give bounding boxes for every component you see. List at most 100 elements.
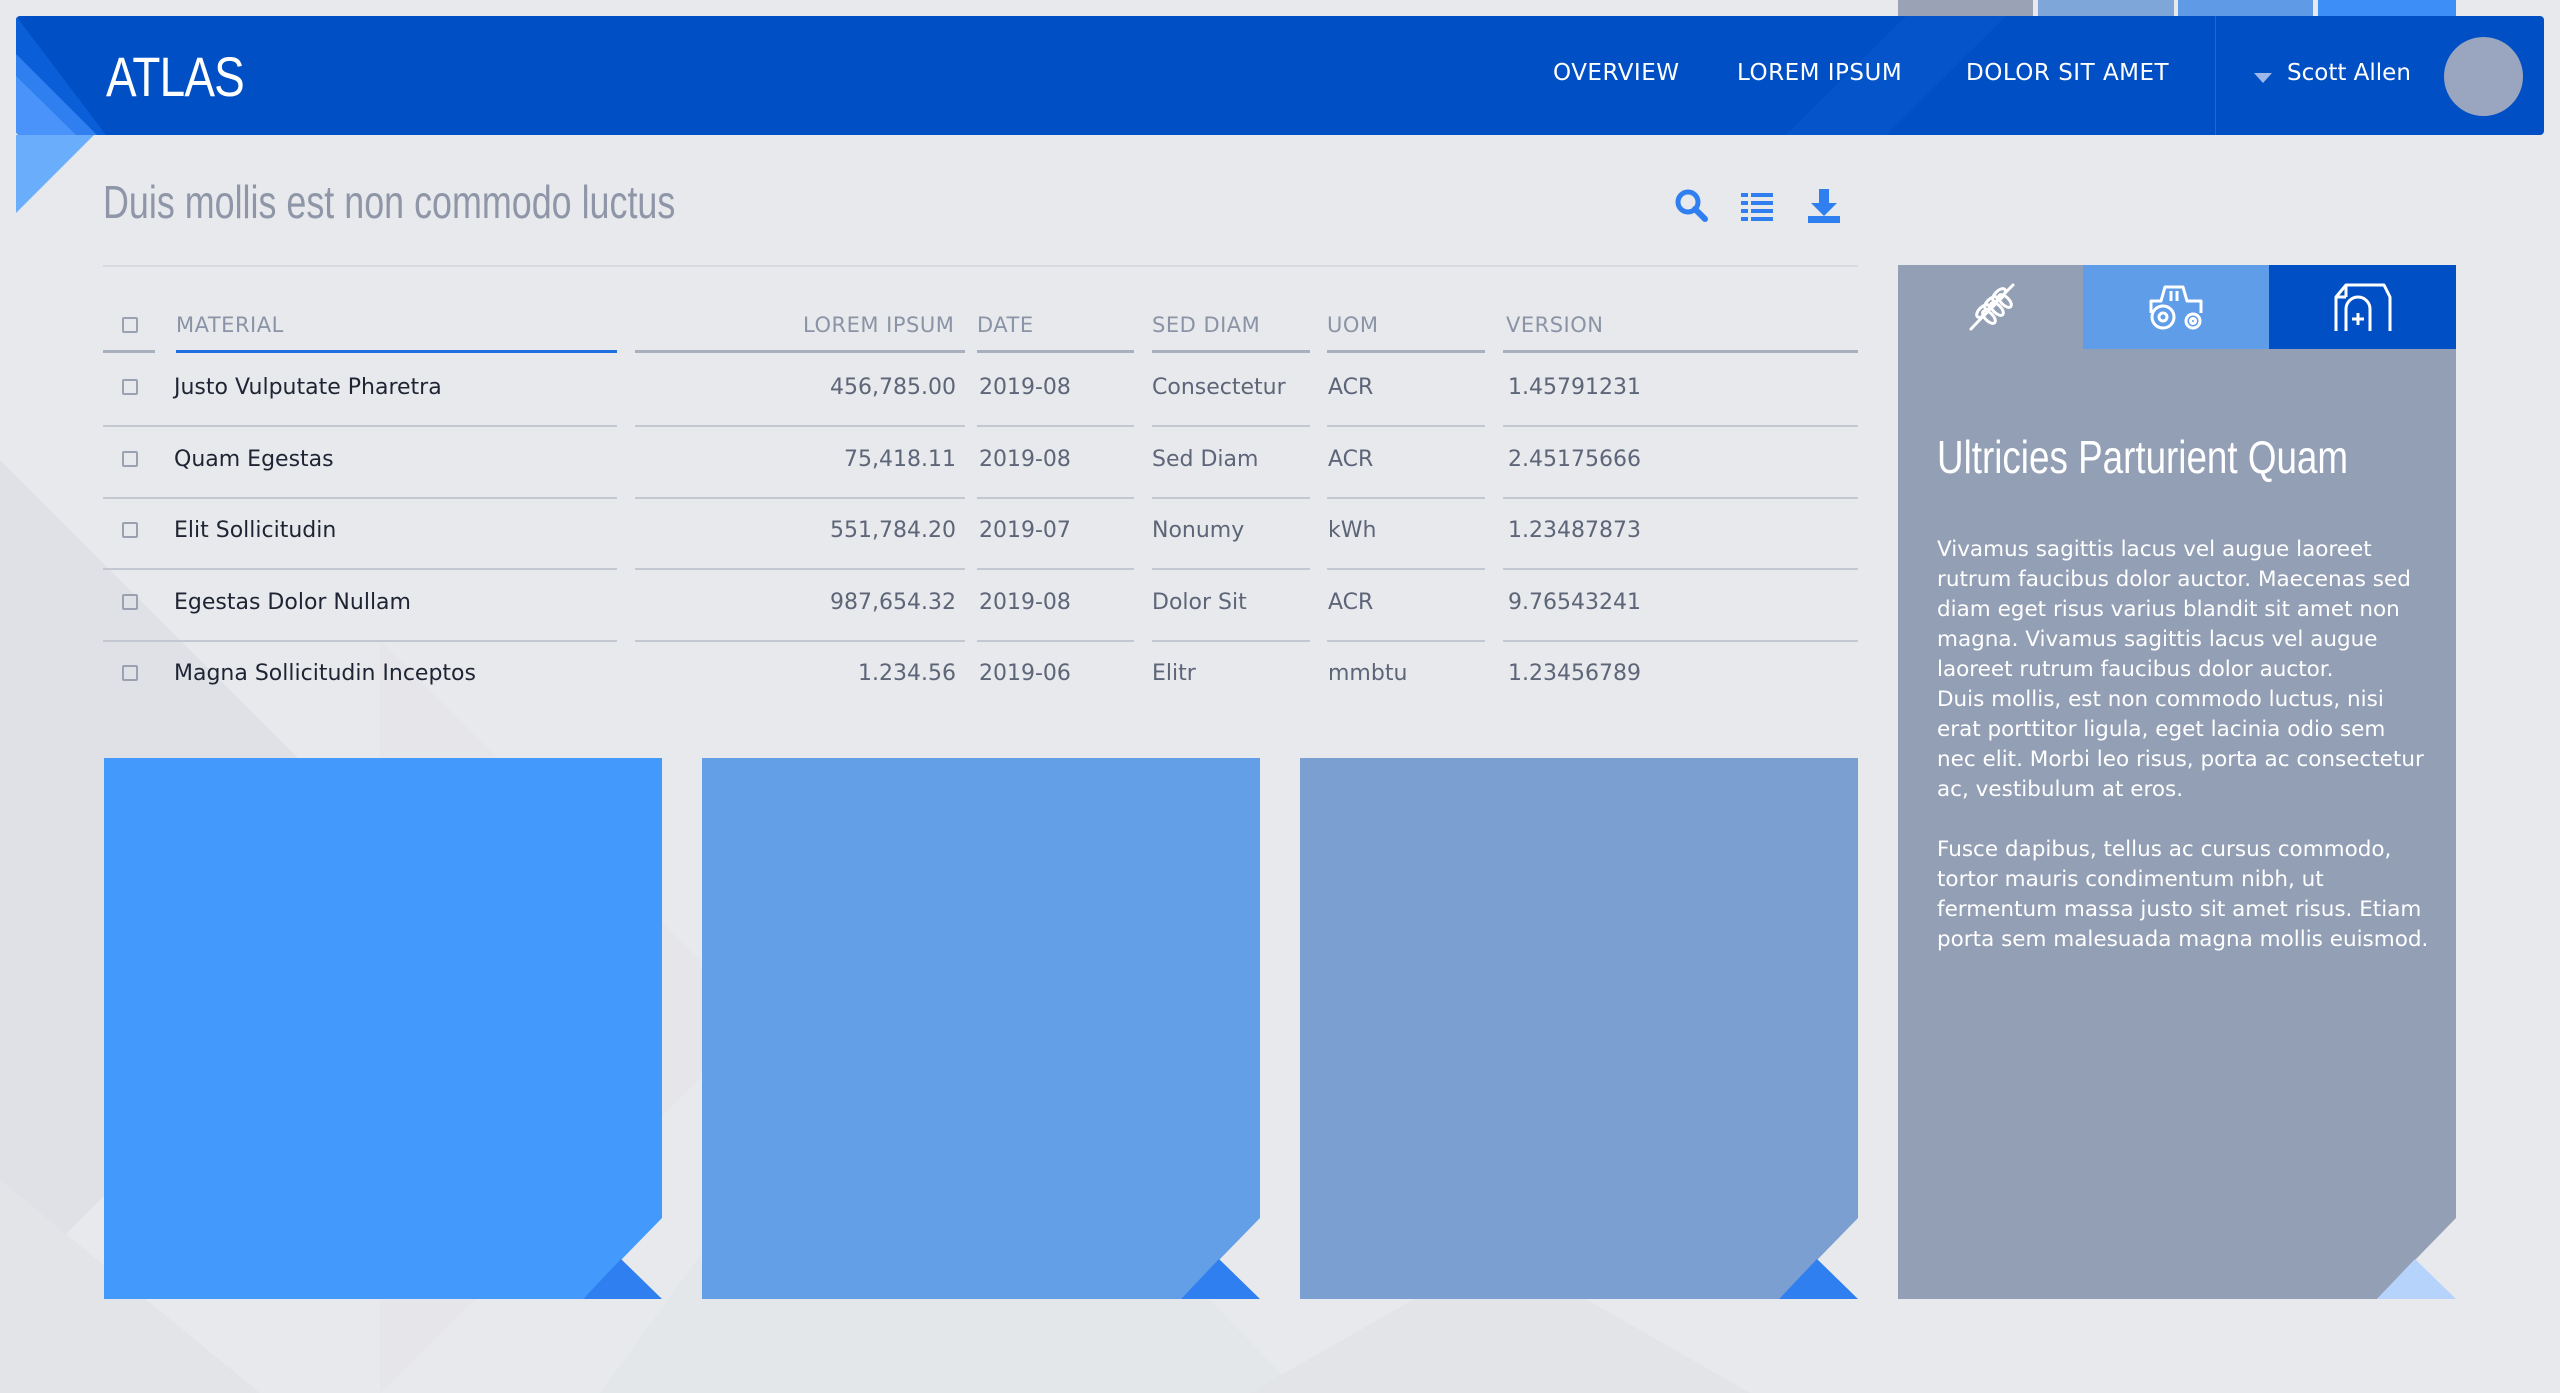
title-divider [103, 265, 1858, 267]
header-rule [635, 350, 965, 353]
card-corner-accent [583, 1259, 662, 1299]
decorative-triangle [16, 135, 94, 213]
header-rule-active [176, 350, 617, 353]
top-strip-block [2318, 0, 2456, 16]
row-checkbox[interactable] [122, 451, 138, 467]
header-rule [1152, 350, 1310, 353]
cell-version: 2.45175666 [1508, 447, 1641, 472]
row-divider [1503, 425, 1858, 427]
page-title: Duis mollis est non commodo luctus [103, 176, 676, 228]
cell-lorem-ipsum: 456,785.00 [830, 375, 956, 400]
cell-material: Magna Sollicitudin Inceptos [174, 661, 476, 686]
cell-lorem-ipsum: 987,654.32 [830, 590, 956, 615]
cell-date: 2019-08 [979, 375, 1071, 400]
cell-material: Quam Egestas [174, 447, 334, 472]
cell-version: 1.45791231 [1508, 375, 1641, 400]
barn-icon [2334, 283, 2391, 331]
cell-material: Elit Sollicitudin [174, 518, 337, 543]
user-name[interactable]: Scott Allen [2287, 60, 2411, 86]
nav-lorem-ipsum[interactable]: LOREM IPSUM [1737, 60, 1903, 86]
nav-dolor-sit-amet[interactable]: DOLOR SIT AMET [1966, 60, 2170, 86]
header-divider [2215, 16, 2216, 135]
card-corner-accent [1181, 1259, 1260, 1299]
column-header-version[interactable]: VERSION [1506, 313, 1604, 337]
card-fill [1300, 758, 1858, 1299]
cell-uom: ACR [1328, 447, 1374, 472]
dashboard-card[interactable] [104, 758, 662, 1299]
cell-sed-diam: Consectetur [1152, 375, 1286, 400]
column-header-date[interactable]: DATE [977, 313, 1034, 337]
row-checkbox[interactable] [122, 594, 138, 610]
top-strip-block [2178, 0, 2313, 16]
cell-uom: mmbtu [1328, 661, 1408, 686]
panel-background [1898, 265, 2456, 1299]
row-checkbox[interactable] [122, 379, 138, 395]
row-divider [977, 640, 1134, 642]
top-strip-block [2038, 0, 2174, 16]
column-header-uom[interactable]: UOM [1327, 313, 1379, 337]
cell-date: 2019-08 [979, 590, 1071, 615]
row-divider [103, 497, 617, 499]
row-divider [1327, 640, 1485, 642]
chevron-down-icon[interactable] [2254, 73, 2272, 83]
panel-paragraph: Vivamus sagittis lacus vel augue laoreet… [1937, 537, 2411, 682]
row-divider [1327, 568, 1485, 570]
cell-version: 9.76543241 [1508, 590, 1641, 615]
card-fill [104, 758, 662, 1299]
cell-uom: ACR [1328, 375, 1374, 400]
cell-lorem-ipsum: 75,418.11 [844, 447, 956, 472]
list-view-icon[interactable] [1737, 186, 1777, 226]
header-rule [977, 350, 1134, 353]
nav-overview[interactable]: OVERVIEW [1553, 60, 1680, 86]
dashboard-card[interactable] [702, 758, 1260, 1299]
search-icon[interactable] [1672, 186, 1712, 226]
row-divider [1327, 497, 1485, 499]
cell-sed-diam: Nonumy [1152, 518, 1245, 543]
wheat-icon [1969, 283, 2014, 331]
app-logo[interactable]: ATLAS [106, 45, 245, 108]
row-checkbox[interactable] [122, 665, 138, 681]
column-header-lorem-ipsum[interactable]: LOREM IPSUM [803, 313, 955, 337]
row-divider [977, 568, 1134, 570]
tab-tractor[interactable] [2083, 265, 2269, 349]
cell-version: 1.23487873 [1508, 518, 1641, 543]
tab-wheat[interactable] [1898, 265, 2083, 349]
row-divider [1152, 497, 1310, 499]
tractor-icon [2149, 285, 2203, 330]
cell-lorem-ipsum: 1.234.56 [858, 661, 956, 686]
column-header-sed-diam[interactable]: SED DIAM [1152, 313, 1261, 337]
cell-uom: kWh [1328, 518, 1377, 543]
row-checkbox[interactable] [122, 522, 138, 538]
panel-paragraph: Duis mollis, est non commodo luctus, nis… [1937, 687, 2424, 802]
cell-sed-diam: Elitr [1152, 661, 1196, 686]
panel-title: Ultricies Parturient Quam [1937, 431, 2349, 483]
dashboard-card[interactable] [1300, 758, 1858, 1299]
cell-version: 1.23456789 [1508, 661, 1641, 686]
row-divider [1152, 568, 1310, 570]
column-header-material[interactable]: MATERIAL [176, 313, 284, 337]
row-divider [103, 640, 617, 642]
cell-material: Justo Vulputate Pharetra [174, 375, 442, 400]
cell-sed-diam: Sed Diam [1152, 447, 1259, 472]
row-divider [1503, 497, 1858, 499]
cell-date: 2019-06 [979, 661, 1071, 686]
cell-uom: ACR [1328, 590, 1374, 615]
row-divider [1503, 640, 1858, 642]
row-divider [1327, 425, 1485, 427]
logo-mark [16, 16, 106, 135]
row-divider [103, 568, 617, 570]
row-divider [635, 497, 965, 499]
cell-date: 2019-07 [979, 518, 1071, 543]
row-divider [977, 497, 1134, 499]
download-icon[interactable] [1804, 186, 1844, 226]
card-corner-accent [1779, 1259, 1858, 1299]
select-all-checkbox[interactable] [122, 317, 138, 333]
info-panel: Ultricies Parturient Quam Vivamus sagitt… [1898, 265, 2456, 1299]
row-divider [635, 640, 965, 642]
cell-sed-diam: Dolor Sit [1152, 590, 1247, 615]
avatar-icon[interactable] [2444, 37, 2523, 116]
top-strip-block [1898, 0, 2033, 16]
tab-barn[interactable] [2269, 265, 2456, 349]
panel-paragraph: Fusce dapibus, tellus ac cursus commodo,… [1937, 837, 2429, 952]
header-rule [1503, 350, 1858, 353]
